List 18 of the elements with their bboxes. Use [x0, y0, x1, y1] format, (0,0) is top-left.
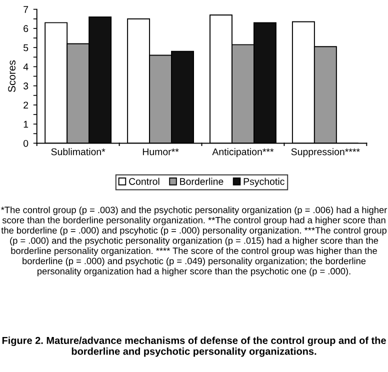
y-tick-label: 7 — [24, 6, 28, 13]
text: *The control group (p = .003) and the psychotic personality organization (p = .006) had a higher score than the borderline personality organization. **The control group had a higher score than the borderline (p = .000) and pscyhotic (p = .000) personality organization. ***The control group (p = .000) and the psychotic personality organization (p = .015) had a higher score than the borderline personality organization. **** The score of the control group was higher than the borderline (p = .000) and psychotic (p = .049) personality organization; the borderline personality organization had a higher score than the psychotic one (p = .000). — [1, 206, 387, 276]
y-tick-label: 0 — [24, 140, 28, 147]
y-tick-label: 4 — [23, 64, 28, 70]
x-tick-label: Humor** — [142, 148, 179, 156]
y-tick-label: 1 — [24, 120, 28, 128]
caption: Figure 2. Mature/advance mechanisms of defense of the control group and of the borderline and psychotic personality organizations. — [2, 336, 386, 357]
legend-label: Psychotic — [244, 178, 284, 187]
y-tick-label: 5 — [24, 44, 28, 52]
y-tick-label: 2 — [24, 102, 28, 108]
legend-label: Control — [129, 178, 160, 185]
x-tick-label: Suppression**** — [291, 148, 360, 158]
y-axis-title: Scores — [8, 60, 16, 92]
x-tick-label: Anticipation*** — [212, 148, 274, 158]
y-tick-label: 3 — [23, 82, 28, 90]
legend-label: Borderline — [180, 178, 224, 185]
y-tick-label: 6 — [24, 25, 28, 32]
x-tick-label: Sublimation* — [51, 148, 106, 156]
